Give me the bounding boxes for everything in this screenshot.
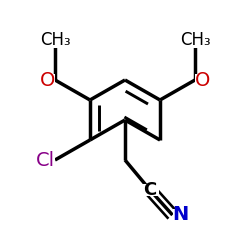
FancyBboxPatch shape <box>141 184 159 196</box>
Text: CH₃: CH₃ <box>180 31 210 49</box>
FancyBboxPatch shape <box>182 32 208 48</box>
FancyBboxPatch shape <box>42 32 68 48</box>
FancyBboxPatch shape <box>172 209 190 221</box>
FancyBboxPatch shape <box>195 74 210 86</box>
Text: CH₃: CH₃ <box>40 31 70 49</box>
Text: O: O <box>40 70 55 90</box>
Text: N: N <box>172 206 189 225</box>
Text: O: O <box>195 70 210 90</box>
Text: Cl: Cl <box>36 150 55 170</box>
Text: C: C <box>144 181 156 199</box>
FancyBboxPatch shape <box>32 154 55 166</box>
FancyBboxPatch shape <box>40 74 55 86</box>
